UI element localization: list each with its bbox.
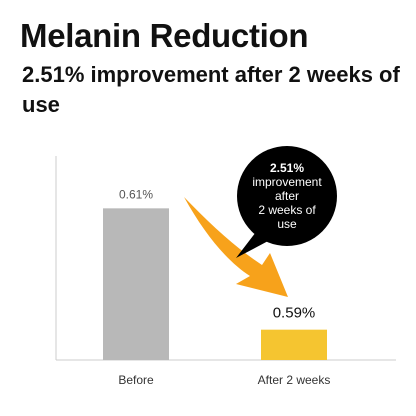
callout-text-line: improvement — [252, 175, 322, 189]
callout-text-line: use — [277, 217, 297, 231]
bar-value-label: 0.61% — [119, 187, 153, 201]
bars-group: 0.61% 0.59% — [103, 187, 327, 360]
x-tick-label: Before — [118, 373, 154, 387]
callout-text-line: after — [275, 189, 299, 203]
chart-subtitle: 2.51% improvement after 2 weeks of use — [22, 62, 400, 117]
chart-title: Melanin Reduction — [20, 17, 309, 54]
callout-circle — [237, 146, 337, 246]
bar-before — [103, 208, 169, 360]
bar-value-label: 0.59% — [273, 305, 316, 322]
decrease-arrow-icon — [184, 197, 288, 297]
callout-text-line: 2.51% — [270, 161, 304, 175]
x-tick-label: After 2 weeks — [258, 373, 331, 387]
bar-after — [261, 329, 327, 360]
callout-text-line: 2 weeks of — [258, 203, 316, 217]
